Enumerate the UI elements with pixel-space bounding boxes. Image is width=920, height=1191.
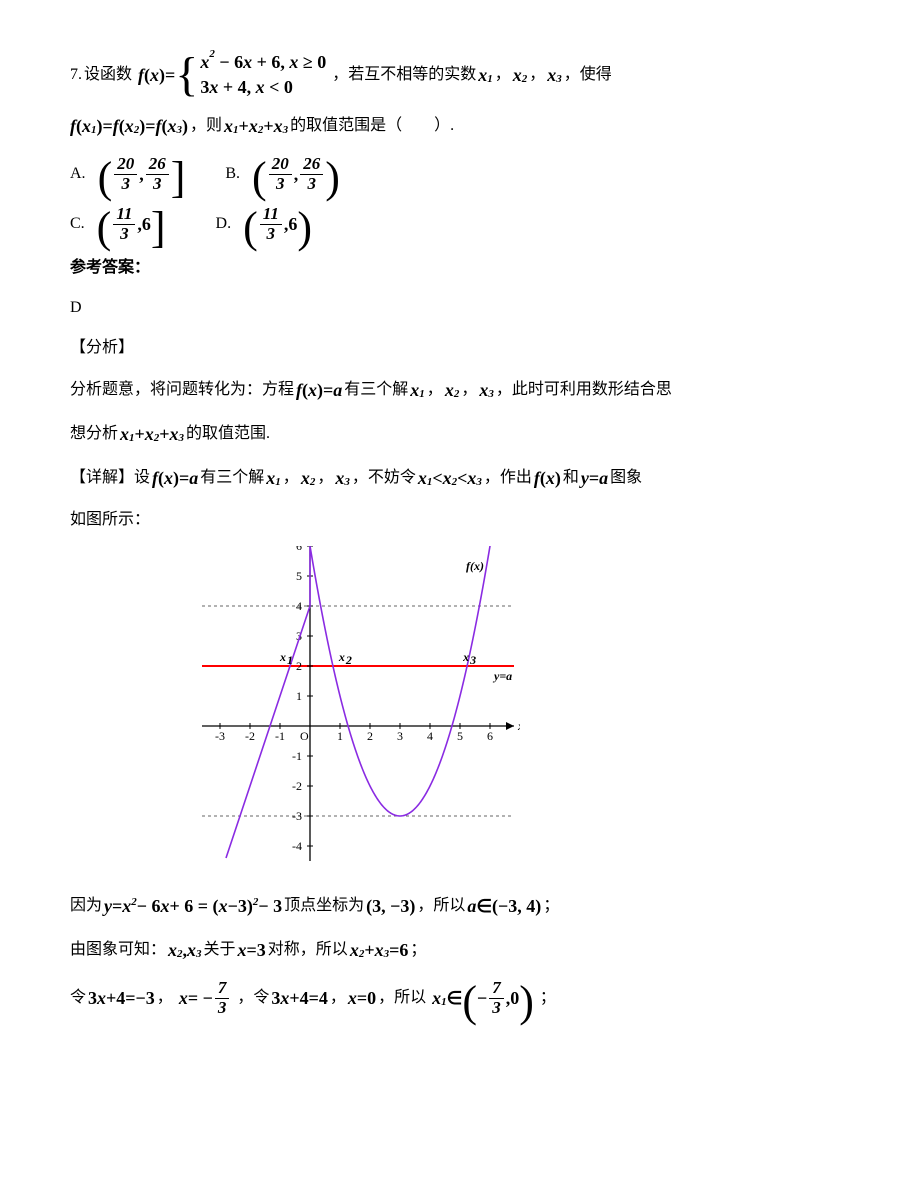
svg-text:f(x): f(x): [466, 559, 484, 573]
vertex-point: (3, −3): [366, 888, 415, 924]
x-eq-neg-7-3: x = − 73: [179, 979, 232, 1017]
svg-text:3: 3: [397, 729, 403, 743]
options-row-1: A. ( 203 , 263 ] B. ( 203 , 263 ): [70, 152, 850, 196]
svg-text:O: O: [300, 729, 309, 743]
svg-text:-3: -3: [215, 729, 225, 743]
piecewise-function: f(x)= { x2 − 6x + 6, x ≥ 0 3x + 4, x < 0: [138, 50, 326, 100]
svg-text:6: 6: [487, 729, 493, 743]
svg-text:x: x: [517, 719, 520, 733]
equal-chain: f(x1)= f(x2)= f(x3): [70, 108, 188, 144]
answer-header-line: 参考答案：: [70, 252, 850, 284]
question-end: 的取值范围是（ ）.: [290, 110, 454, 142]
svg-text:5: 5: [457, 729, 463, 743]
option-d-label: D.: [216, 208, 232, 240]
svg-text:4: 4: [296, 599, 302, 613]
option-b-interval: ( 203 , 263 ): [252, 152, 340, 196]
svg-text:2: 2: [367, 729, 373, 743]
option-d-interval: ( 113 , 6 ): [243, 202, 312, 246]
svg-text:-1: -1: [292, 749, 302, 763]
detail-line-2: 如图所示：: [70, 504, 850, 536]
svg-text:x: x: [338, 650, 345, 664]
svg-text:3: 3: [469, 653, 476, 667]
question-line-2: f(x1)= f(x2)= f(x3) ，则 x1+x2+x3 的取值范围是（ …: [70, 108, 850, 144]
svg-text:2: 2: [296, 659, 302, 673]
svg-text:-4: -4: [292, 839, 302, 853]
option-b-label: B.: [225, 158, 240, 190]
x1-var: x1: [478, 57, 493, 93]
svg-text:-3: -3: [292, 809, 302, 823]
ineq-chain: x1<x2<x3: [418, 460, 482, 496]
option-c-label: C.: [70, 208, 85, 240]
svg-text:1: 1: [296, 689, 302, 703]
conclusion-line-3: 令 3x+4=−3 ， x = − 73 ，令 3x+4=4 ， x=0 ，所以…: [70, 976, 850, 1020]
text-mid2: ，使得: [564, 59, 612, 91]
svg-text:x: x: [279, 650, 286, 664]
answer-header: 参考答案：: [70, 252, 150, 284]
svg-text:4: 4: [427, 729, 433, 743]
option-a-interval: ( 203 , 263 ]: [98, 152, 186, 196]
svg-text:1: 1: [287, 653, 293, 667]
svg-text:6: 6: [296, 546, 302, 553]
document-body: 7. 设函数 f(x)= { x2 − 6x + 6, x ≥ 0 3x + 4…: [70, 50, 850, 1020]
svg-text:-1: -1: [275, 729, 285, 743]
analysis-label: 【分析】: [70, 332, 134, 364]
analysis-label-line: 【分析】: [70, 332, 850, 364]
x2-var: x2: [513, 57, 528, 93]
answer-value-line: D: [70, 292, 850, 324]
svg-text:2: 2: [345, 653, 352, 667]
options-row-2: C. ( 113 , 6 ] D. ( 113 , 6 ): [70, 202, 850, 246]
detail-label: 【详解】设: [70, 462, 150, 494]
svg-text:x: x: [462, 650, 469, 664]
svg-text:-2: -2: [245, 729, 255, 743]
question-line-1: 7. 设函数 f(x)= { x2 − 6x + 6, x ≥ 0 3x + 4…: [70, 50, 850, 100]
analysis-line-1: 分析题意，将问题转化为：方程 f(x)=a 有三个解 x1， x2， x3 ，此…: [70, 372, 850, 408]
svg-text:1: 1: [337, 729, 343, 743]
x1-range: x1∈ ( − 73 , 0 ): [432, 976, 534, 1020]
vertex-form: y = x2 − 6x + 6 = (x−3)2 − 3: [104, 888, 282, 924]
conclusion-line-1: 因为 y = x2 − 6x + 6 = (x−3)2 − 3 顶点坐标为 (3…: [70, 888, 850, 924]
sum-x: x1+x2+x3: [224, 108, 288, 144]
answer-value: D: [70, 292, 82, 324]
x3-var: x3: [547, 57, 562, 93]
text-mid1: ，若互不相等的实数: [332, 59, 476, 91]
detail-line-1: 【详解】设 f(x)=a 有三个解 x1， x2， x3 ，不妨令 x1<x2<…: [70, 460, 850, 496]
svg-text:-2: -2: [292, 779, 302, 793]
svg-text:5: 5: [296, 569, 302, 583]
graph-svg: -3-2-1123456-4-3-2-1123456Oxyf(x)x1x2x3y…: [170, 546, 520, 866]
a-range: a∈(−3, 4): [467, 888, 541, 924]
conclusion-line-2: 由图象可知： x2,x3 关于 x=3 对称，所以 x2+x3=6 ；: [70, 932, 850, 968]
analysis-line-2: 想分析 x1+x2+x3 的取值范围.: [70, 416, 850, 452]
svg-text:y=a: y=a: [492, 669, 512, 683]
option-c-interval: ( 113 , 6 ]: [97, 202, 166, 246]
option-a-label: A.: [70, 158, 86, 190]
function-graph: -3-2-1123456-4-3-2-1123456Oxyf(x)x1x2x3y…: [170, 546, 850, 878]
question-prefix: 设函数: [84, 59, 132, 91]
question-number: 7.: [70, 59, 82, 91]
fx-eq-a: f(x)=a: [296, 372, 342, 408]
